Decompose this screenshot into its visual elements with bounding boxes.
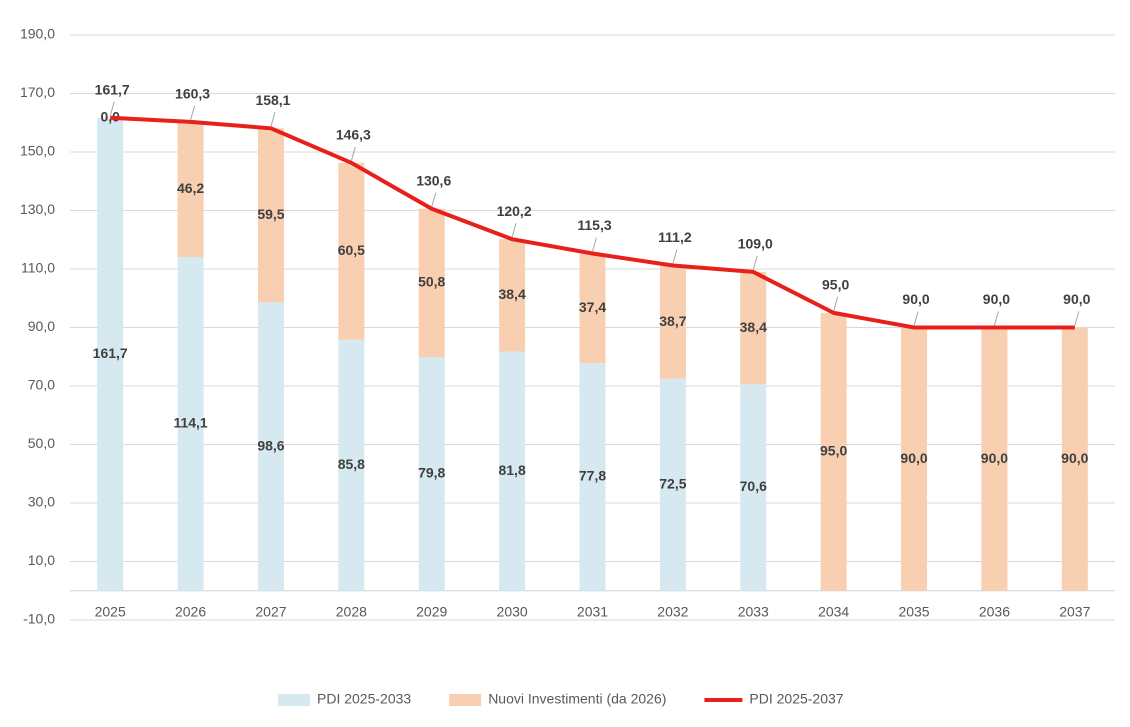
data-label: 90,0	[1061, 450, 1088, 466]
legend-label: PDI 2025-2037	[749, 691, 843, 707]
bar	[740, 271, 767, 385]
y-tick-label: 130,0	[20, 201, 55, 217]
x-tick-label: 2037	[1059, 603, 1090, 619]
data-label: 38,4	[498, 286, 525, 302]
leader-line	[672, 249, 678, 264]
bar	[901, 327, 928, 591]
bar	[257, 128, 284, 303]
y-tick-label: 50,0	[28, 435, 55, 451]
bar	[820, 312, 847, 591]
y-tick-label: 190,0	[20, 26, 55, 42]
y-tick-label: 30,0	[28, 494, 55, 510]
x-tick-label: 2032	[657, 603, 688, 619]
x-tick-label: 2035	[898, 603, 929, 619]
data-label: 79,8	[418, 465, 445, 481]
data-label: 146,3	[336, 127, 371, 143]
y-tick-label: 10,0	[28, 552, 55, 568]
data-label: 90,0	[983, 291, 1010, 307]
data-label: 50,8	[418, 274, 445, 290]
bar	[177, 121, 204, 258]
x-tick-label: 2036	[979, 603, 1010, 619]
data-label: 160,3	[175, 86, 210, 102]
data-label: 115,3	[577, 217, 611, 233]
bar	[418, 208, 445, 358]
x-tick-label: 2029	[416, 603, 447, 619]
bar	[499, 351, 526, 591]
bar	[338, 162, 365, 340]
data-label: 114,1	[173, 415, 207, 431]
bar	[659, 265, 686, 379]
data-label: 60,5	[338, 242, 365, 258]
bar	[1061, 327, 1088, 591]
data-label: 59,5	[257, 206, 284, 222]
leader-line	[913, 311, 919, 326]
x-tick-label: 2034	[818, 603, 849, 619]
leader-line	[270, 112, 276, 127]
x-tick-label: 2030	[497, 603, 528, 619]
data-label: 38,7	[659, 313, 686, 329]
leader-line	[190, 105, 196, 121]
leader-line	[833, 296, 839, 312]
x-tick-label: 2033	[738, 603, 769, 619]
x-tick-label: 2031	[577, 603, 608, 619]
data-label: 95,0	[822, 277, 849, 293]
bar	[257, 302, 284, 591]
data-label: 46,2	[177, 180, 204, 196]
legend-swatch	[278, 694, 310, 706]
y-tick-label: 110,0	[21, 260, 55, 276]
y-tick-label: -10,0	[23, 611, 55, 627]
leader-line	[993, 311, 999, 326]
data-label: 161,7	[93, 345, 128, 361]
y-tick-label: 70,0	[28, 377, 55, 393]
legend-label: Nuovi Investimenti (da 2026)	[488, 691, 666, 707]
y-tick-label: 150,0	[20, 143, 55, 159]
data-label: 77,8	[579, 468, 606, 484]
legend-label: PDI 2025-2033	[317, 691, 411, 707]
data-label: 90,0	[902, 291, 929, 307]
data-label: 120,2	[497, 203, 532, 219]
data-label: 95,0	[820, 443, 847, 459]
bar	[499, 239, 526, 352]
legend-swatch	[449, 694, 482, 706]
data-label: 90,0	[900, 450, 927, 466]
bar	[97, 117, 124, 591]
leader-line	[109, 101, 115, 116]
leader-line	[592, 237, 597, 252]
data-label: 130,6	[416, 172, 451, 188]
data-label: 158,1	[255, 92, 290, 108]
bar	[418, 357, 445, 591]
bar	[981, 327, 1008, 591]
line	[110, 115, 1075, 330]
x-tick-label: 2027	[255, 603, 286, 619]
data-label: 161,7	[95, 81, 130, 97]
data-label: 98,6	[257, 437, 284, 453]
leader-line	[431, 192, 437, 207]
y-tick-label: 90,0	[28, 318, 55, 334]
data-label: 81,8	[498, 462, 525, 478]
bar	[579, 363, 606, 591]
leader-line	[752, 255, 758, 271]
bar	[338, 339, 365, 591]
data-label: 37,4	[579, 299, 606, 315]
bar	[177, 257, 204, 591]
data-label: 38,4	[740, 319, 767, 335]
x-tick-label: 2028	[336, 603, 367, 619]
bar	[740, 384, 767, 591]
x-tick-label: 2025	[95, 603, 126, 619]
x-tick-label: 2026	[175, 603, 206, 619]
bar	[659, 378, 686, 591]
data-label: 85,8	[338, 456, 365, 472]
data-label: 70,6	[740, 478, 767, 494]
data-label: 72,5	[659, 475, 686, 491]
data-label: 90,0	[981, 450, 1008, 466]
y-tick-label: 170,0	[20, 84, 55, 100]
leader-line	[1074, 311, 1080, 326]
data-label: 111,2	[658, 229, 692, 245]
leader-line	[350, 146, 356, 161]
leader-line	[511, 223, 517, 238]
data-label: 90,0	[1063, 291, 1090, 307]
data-label: 109,0	[738, 236, 773, 252]
bar	[579, 253, 606, 364]
